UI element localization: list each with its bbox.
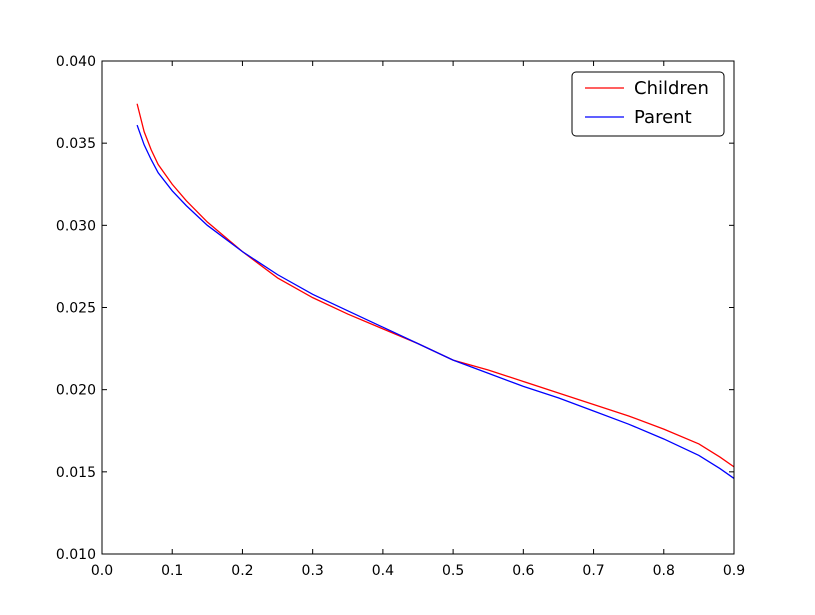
x-tick-label: 0.9 [723,563,745,579]
series-line-parent [136,124,735,479]
legend-label-children: Children [634,78,709,99]
series-line-children [136,103,735,468]
y-tick-label: 0.015 [56,465,96,481]
x-tick-label: 0.3 [302,563,324,579]
x-tick-label: 0.2 [231,563,253,579]
y-tick-label: 0.010 [56,547,96,563]
x-tick-label: 0.8 [653,563,675,579]
y-tick-label: 0.020 [56,383,96,399]
series-layer [136,103,735,479]
y-tick-label: 0.030 [56,218,96,234]
x-tick-label: 0.1 [161,563,183,579]
plot-area [102,61,734,554]
legend-label-parent: Parent [634,107,692,128]
x-tick-label: 0.5 [442,563,464,579]
legend: Children Parent [571,71,725,137]
tick-layer: 0.0 0.1 0.2 0.3 0.4 0.5 0.6 0.7 0.8 0.9 0.010 0.015… [56,54,745,579]
x-tick-label: 0.0 [91,563,113,579]
y-tick-label: 0.040 [56,54,96,70]
x-tick-label: 0.7 [582,563,604,579]
plot-frame [101,60,735,555]
y-tick-label: 0.025 [56,301,96,317]
y-tick-label: 0.035 [56,136,96,152]
x-tick-label: 0.6 [512,563,534,579]
x-tick-label: 0.4 [372,563,394,579]
